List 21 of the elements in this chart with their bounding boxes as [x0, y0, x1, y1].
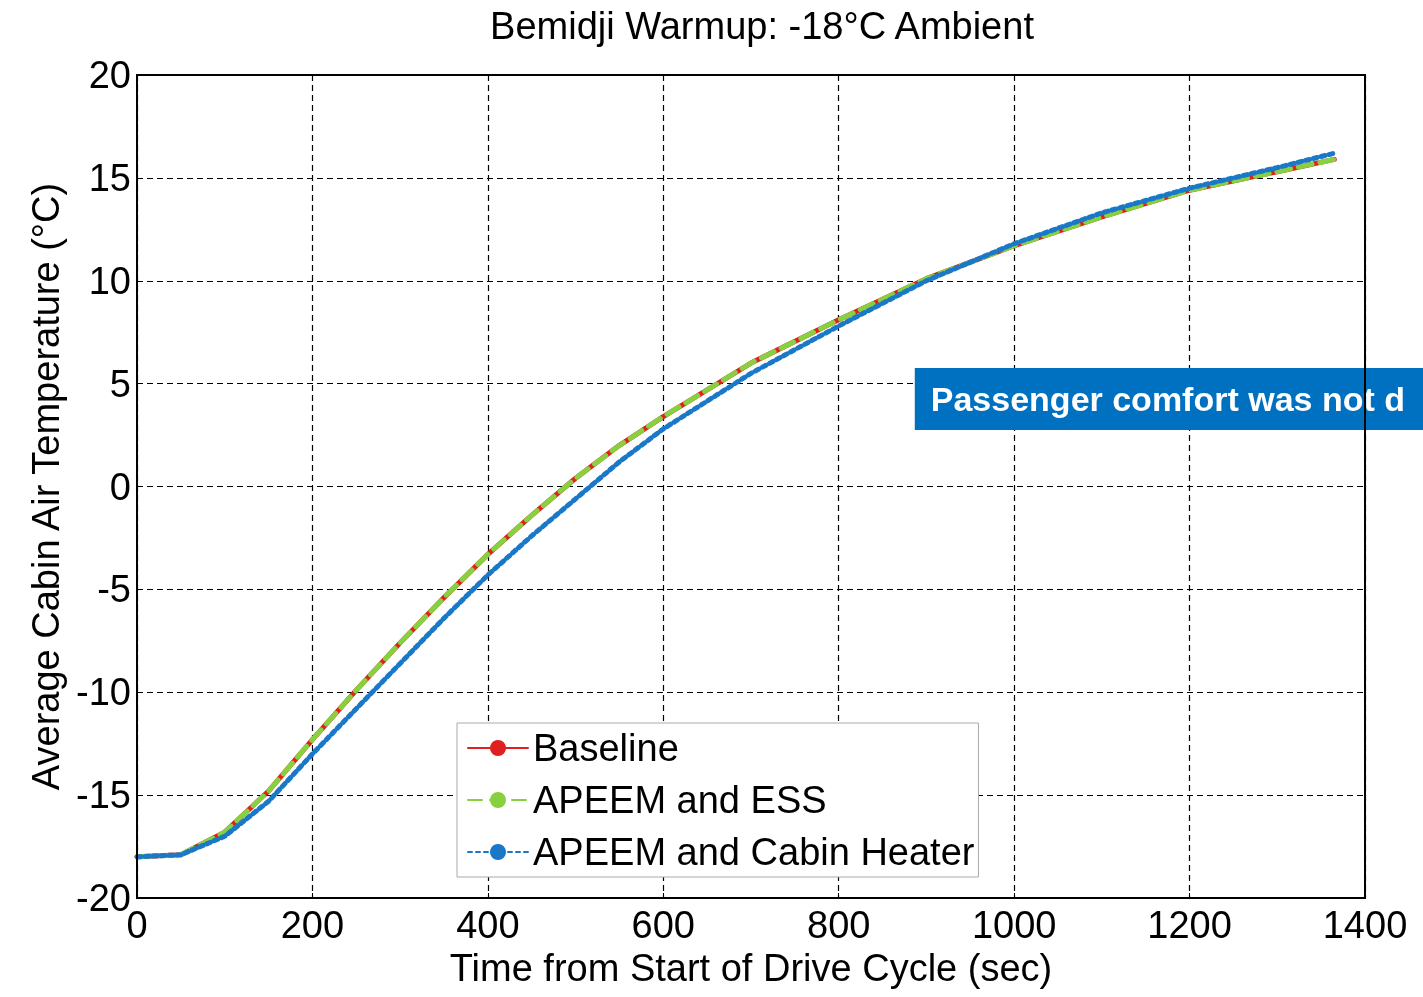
legend-label: APEEM and Cabin Heater — [533, 831, 975, 873]
x-tick-label: 800 — [807, 904, 871, 946]
x-tick-label: 1200 — [1147, 904, 1232, 946]
y-tick-label: 5 — [109, 362, 131, 405]
x-tick-label: 200 — [280, 904, 345, 946]
y-tick-label: -15 — [76, 774, 131, 817]
legend-label: APEEM and ESS — [533, 779, 827, 821]
x-tick-label: 400 — [456, 904, 520, 946]
x-tick-label: 1400 — [1322, 904, 1408, 946]
y-axis-title: Average Cabin Air Temperature (°C) — [25, 182, 67, 791]
y-tick-label: 15 — [88, 156, 131, 199]
x-tick-label: 1000 — [971, 904, 1057, 946]
y-tick-label: -5 — [97, 568, 131, 611]
x-tick-label: 600 — [631, 904, 695, 946]
x-axis-title: Time from Start of Drive Cycle (sec) — [449, 946, 1053, 989]
y-tick-label: 10 — [88, 259, 131, 302]
y-tick-label: 20 — [88, 54, 131, 96]
chart-title: Bemidji Warmup: -18°C Ambient — [490, 5, 1035, 47]
y-tick-label: 0 — [109, 465, 131, 508]
y-tick-label: -10 — [76, 671, 131, 714]
legend-label: Baseline — [533, 727, 679, 769]
